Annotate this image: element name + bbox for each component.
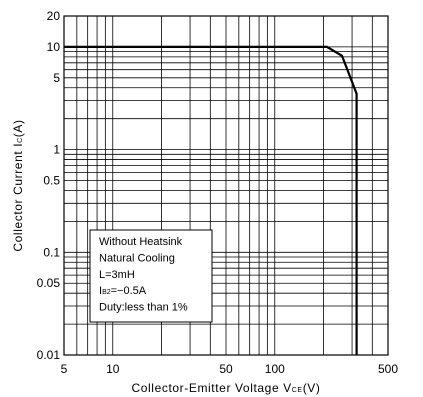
y-tick-label: 0.1 [43, 245, 60, 259]
y-tick-label: 0.01 [37, 348, 61, 362]
annotation-line: L=3mH [99, 269, 135, 281]
x-tick-label: 10 [106, 362, 120, 376]
y-tick-label: 5 [53, 71, 60, 85]
y-tick-label: 10 [47, 40, 61, 54]
y-tick-label: 0.05 [37, 276, 61, 290]
x-tick-label: 5 [61, 362, 68, 376]
x-tick-label: 100 [265, 362, 285, 376]
annotation-box [89, 229, 213, 323]
annotation-line: Duty:less than 1% [99, 302, 188, 314]
y-axis-label: Collector Current IC(A) [11, 119, 25, 251]
x-tick-label: 50 [219, 362, 233, 376]
annotation-line: IB2=−0.5A [99, 285, 147, 297]
y-tick-label: 0.5 [43, 174, 60, 188]
y-tick-label: 20 [47, 9, 61, 23]
annotation-line: Without Heatsink [99, 236, 183, 248]
y-tick-label: 1 [53, 143, 60, 157]
series-line [64, 45, 358, 355]
plot-frame [63, 15, 389, 356]
annotation-line: Natural Cooling [99, 252, 175, 264]
annotation-text: Without Heatsink Natural Cooling L=3mH IB2=… [99, 236, 188, 314]
x-tick-label: 500 [378, 362, 398, 376]
x-axis-label: Collector-Emitter Voltage VCE(V) [132, 381, 321, 395]
grid [64, 16, 388, 355]
series [64, 45, 358, 355]
y-tick-labels: 20 10 5 1 0.5 0.1 0.05 0.01 [37, 9, 61, 362]
x-tick-labels: 5 10 50 100 500 [61, 362, 399, 376]
